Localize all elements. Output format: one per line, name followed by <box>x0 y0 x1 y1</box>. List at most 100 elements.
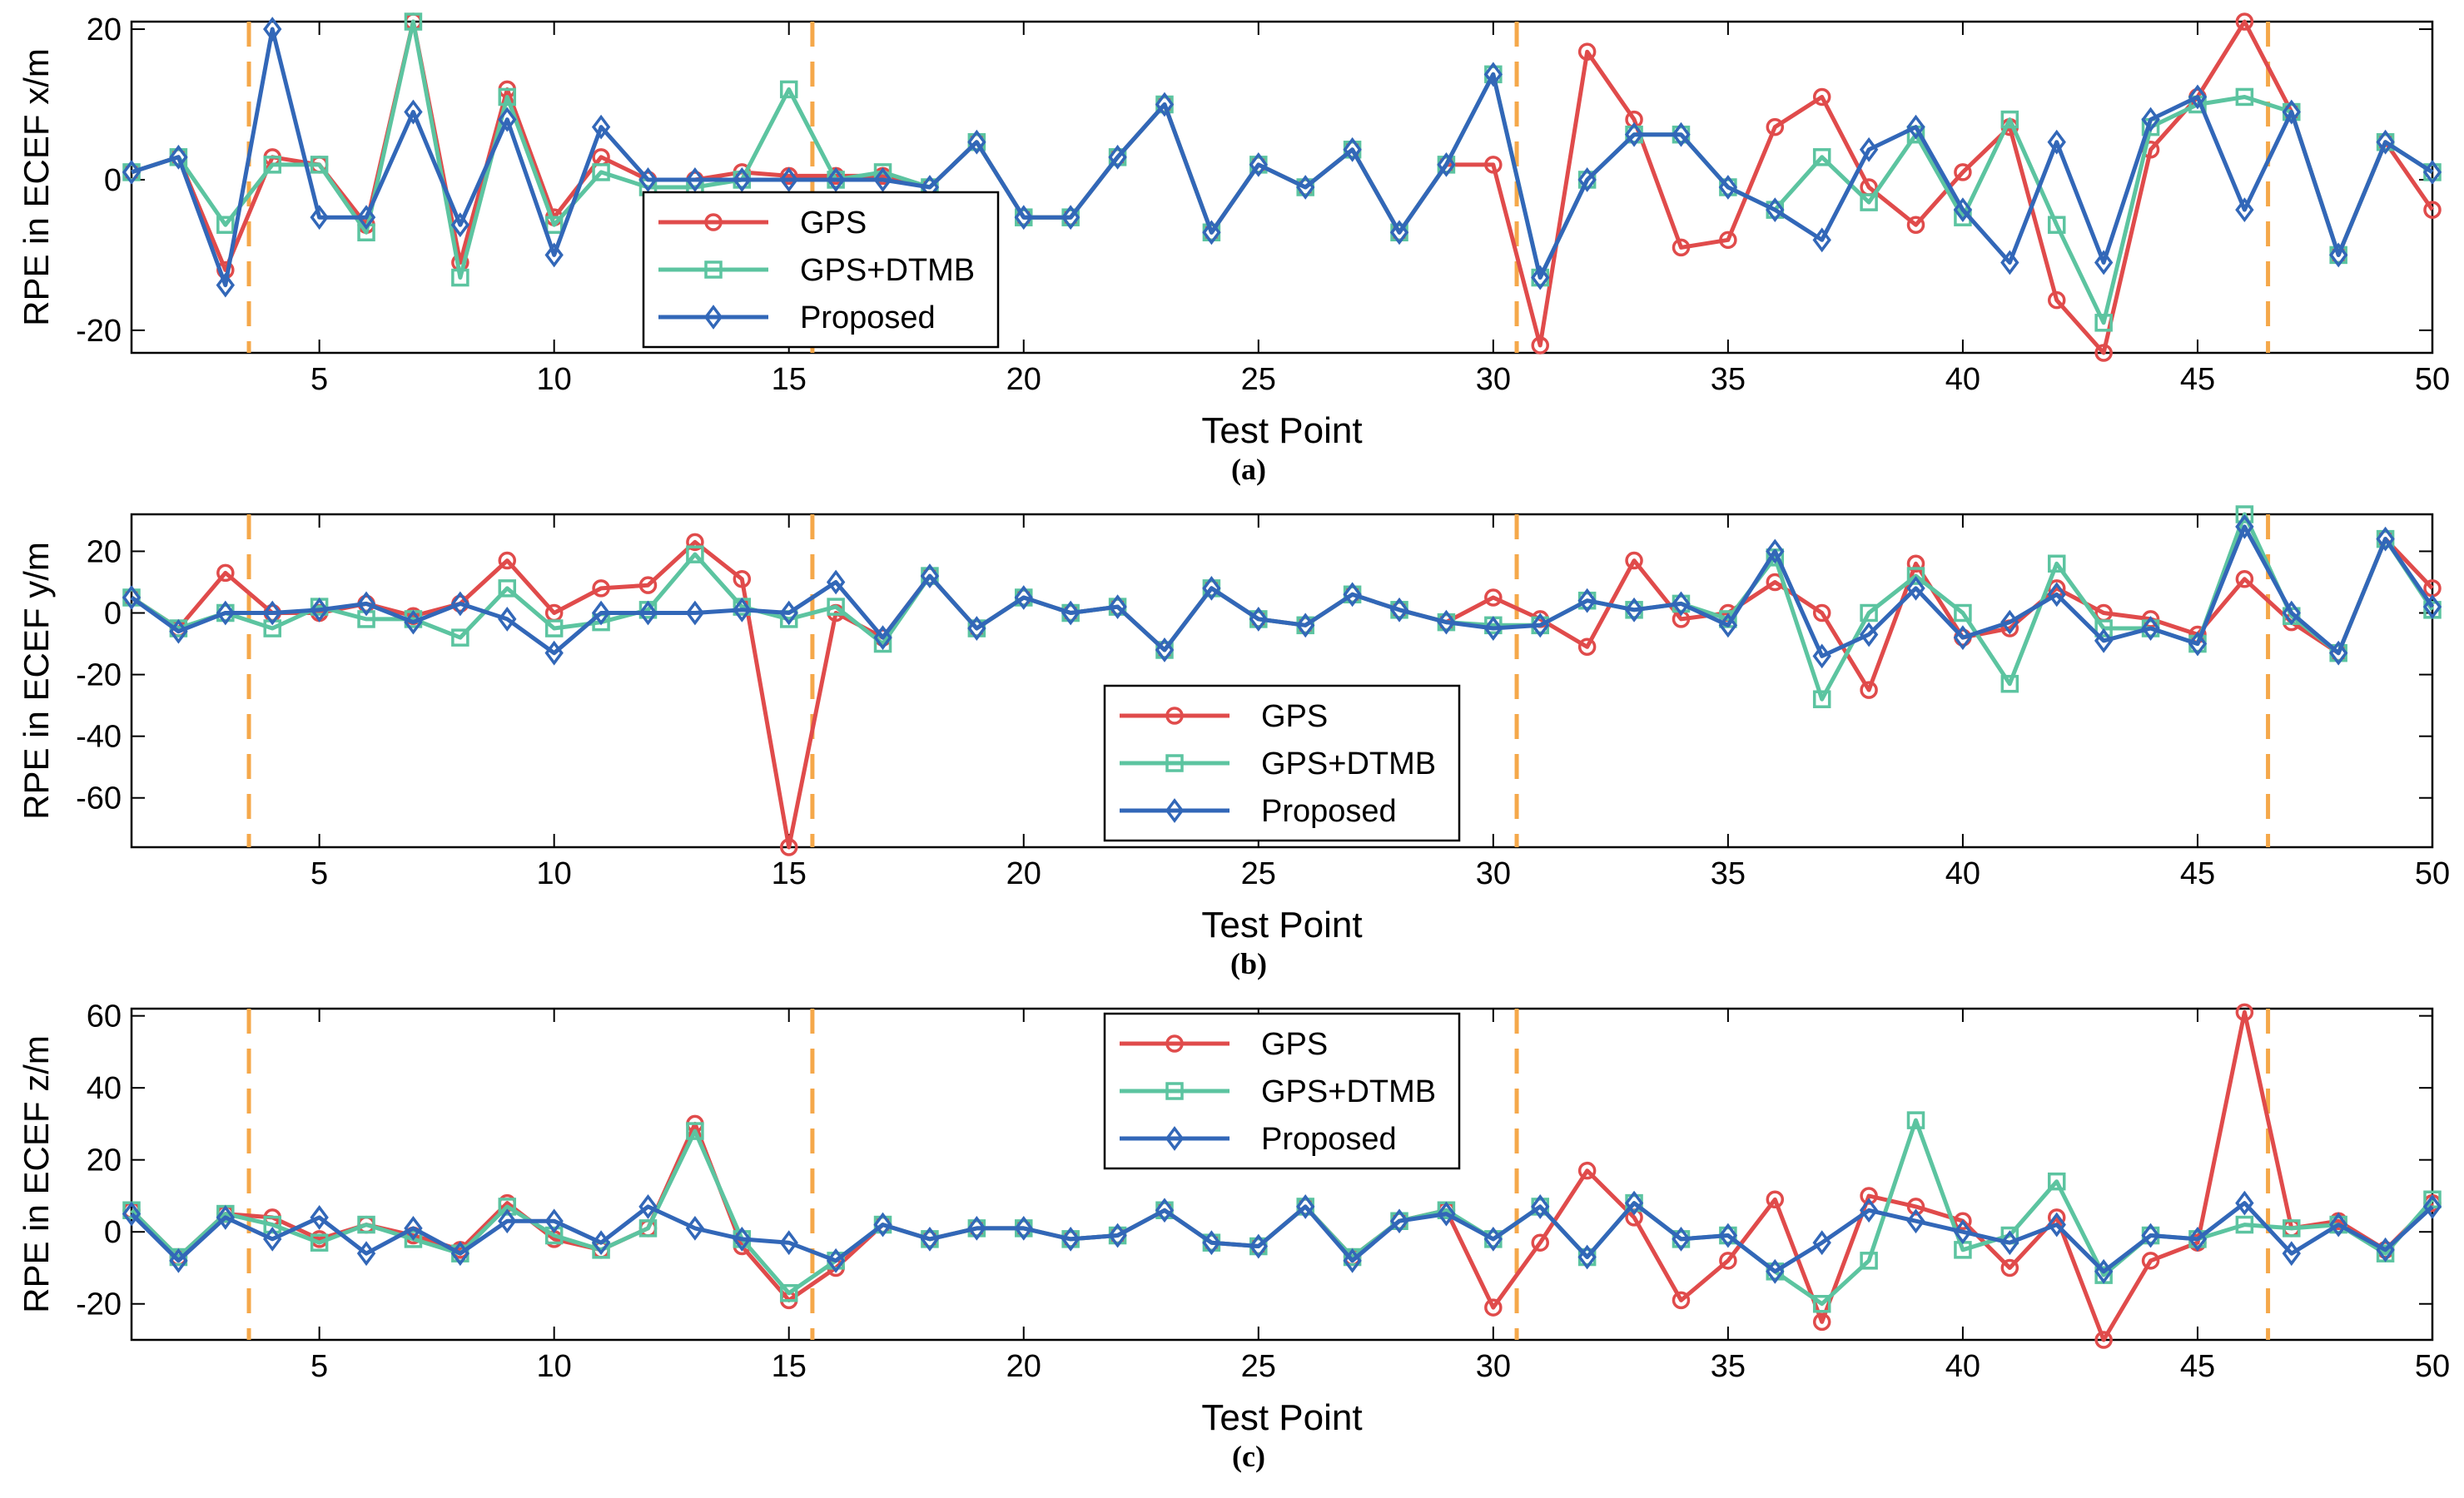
x-tick-label: 50 <box>2415 856 2450 891</box>
legend-label-gps-dtmb: GPS+DTMB <box>1261 1074 1436 1109</box>
legend-marker-proposed <box>1165 798 1185 823</box>
data-point-gps <box>2000 1258 2019 1277</box>
y-tick-label: 0 <box>104 1215 122 1250</box>
data-point-gps-dtmb <box>2000 110 2019 129</box>
data-point-proposed <box>1014 585 1033 610</box>
data-point-gps <box>1484 156 1503 174</box>
data-point-proposed <box>2141 616 2160 641</box>
panel-label: (b) <box>1230 947 1267 980</box>
data-point-proposed <box>544 1208 564 1234</box>
data-point-proposed <box>2141 107 2160 132</box>
panel-label: (c) <box>1232 1440 1265 1473</box>
x-tick-label: 15 <box>772 362 807 397</box>
legend-marker-gps <box>1165 707 1184 725</box>
plot-frame <box>130 513 2434 849</box>
data-point-proposed <box>2235 1190 2254 1216</box>
data-point-proposed <box>356 1241 376 1267</box>
legend: GPS GPS+DTMB Proposed <box>1103 684 1461 842</box>
panel-c-z-error-chart: 5 10 15 20 25 30 35 40 45 50 -20 0 20 40 60 Test Point R… <box>17 999 2450 1473</box>
data-point-gps-dtmb <box>310 156 329 174</box>
data-point-proposed <box>967 1215 986 1241</box>
data-point-proposed <box>2094 250 2114 275</box>
data-point-proposed <box>1483 62 1503 87</box>
data-point-proposed <box>450 212 470 238</box>
data-point-gps <box>1812 603 1831 623</box>
data-point-gps <box>2094 344 2113 362</box>
data-point-gps <box>1484 588 1503 607</box>
data-point-proposed <box>216 1204 236 1230</box>
data-point-gps-dtmb <box>451 268 469 287</box>
data-point-proposed <box>216 600 236 626</box>
data-point-proposed <box>1718 1223 1738 1248</box>
data-point-gps <box>638 576 658 594</box>
data-point-proposed <box>873 1212 892 1238</box>
y-tick-label: 60 <box>87 999 122 1034</box>
data-point-gps-dtmb <box>216 216 235 234</box>
y-tick-label: 0 <box>104 597 122 632</box>
x-tick-label: 25 <box>1241 856 1276 891</box>
data-point-proposed <box>404 99 423 125</box>
data-point-gps-dtmb <box>827 598 845 616</box>
data-point-proposed <box>967 616 986 641</box>
data-point-gps <box>733 570 752 588</box>
data-point-proposed <box>1389 1208 1409 1234</box>
data-point-gps <box>1812 87 1831 107</box>
x-axis-label: Test Point <box>1201 905 1362 945</box>
data-point-gps-dtmb <box>2235 87 2254 107</box>
x-tick-label: 30 <box>1476 362 1511 397</box>
legend-marker-gps-dtmb <box>704 260 723 279</box>
data-point-gps-dtmb <box>2235 1215 2254 1234</box>
data-point-proposed <box>1577 588 1597 613</box>
data-point-proposed <box>356 591 376 617</box>
x-tick-label: 35 <box>1711 1349 1746 1384</box>
data-point-proposed <box>1812 1230 1831 1256</box>
data-point-proposed <box>1531 265 1550 290</box>
y-tick-label: 40 <box>87 1071 122 1106</box>
data-point-proposed <box>638 167 658 192</box>
data-point-proposed <box>1155 1198 1175 1223</box>
data-point-proposed <box>1296 1194 1315 1219</box>
data-point-gps <box>1860 681 1878 699</box>
data-point-gps-dtmb <box>2047 216 2066 234</box>
data-point-gps-dtmb <box>1860 603 1878 623</box>
data-point-proposed <box>1014 205 1033 231</box>
data-point-proposed <box>1343 136 1362 162</box>
data-point-gps-dtmb <box>498 87 517 107</box>
data-point-gps <box>2047 290 2066 310</box>
data-point-proposed <box>1249 1233 1268 1259</box>
panel-b-y-error-chart: 5 10 15 20 25 30 35 40 45 50 -60 -40 -20 0 20 Test Poin… <box>17 505 2450 980</box>
data-point-proposed <box>2328 1212 2348 1238</box>
data-point-gps-dtmb <box>1812 690 1831 708</box>
data-point-proposed <box>1718 613 1738 638</box>
data-point-proposed <box>873 625 892 651</box>
data-point-gps-dtmb <box>779 1284 798 1302</box>
data-point-proposed <box>1296 613 1315 638</box>
data-point-proposed <box>450 591 470 617</box>
x-tick-label: 25 <box>1241 362 1276 397</box>
data-point-gps <box>216 563 235 583</box>
legend-label-gps: GPS <box>1261 1027 1328 1062</box>
data-point-gps-dtmb <box>544 619 564 637</box>
legend-marker-gps-dtmb <box>1165 1082 1184 1100</box>
legend: GPS GPS+DTMB Proposed <box>1103 1012 1461 1170</box>
data-point-proposed <box>2422 594 2442 620</box>
data-point-proposed <box>1155 92 1175 117</box>
data-point-proposed <box>2282 99 2301 125</box>
x-axis-label: Test Point <box>1201 410 1362 451</box>
data-point-gps-dtmb <box>1906 1111 1925 1129</box>
legend: GPS GPS+DTMB Proposed <box>642 191 1000 349</box>
x-tick-label: 45 <box>2180 362 2215 397</box>
legend-label-proposed: Proposed <box>1261 1122 1397 1157</box>
x-tick-label: 30 <box>1476 1349 1511 1384</box>
data-point-proposed <box>216 272 236 298</box>
data-point-gps <box>1766 117 1785 136</box>
data-point-gps-dtmb <box>263 1215 281 1234</box>
data-point-proposed <box>1953 625 1973 651</box>
data-point-proposed <box>122 159 142 185</box>
data-point-gps <box>1906 554 1925 573</box>
data-point-proposed <box>685 600 705 626</box>
data-point-proposed <box>1531 1194 1550 1219</box>
legend-marker-proposed <box>703 305 723 330</box>
data-point-gps-dtmb <box>498 1198 517 1216</box>
data-point-proposed <box>1061 205 1080 231</box>
